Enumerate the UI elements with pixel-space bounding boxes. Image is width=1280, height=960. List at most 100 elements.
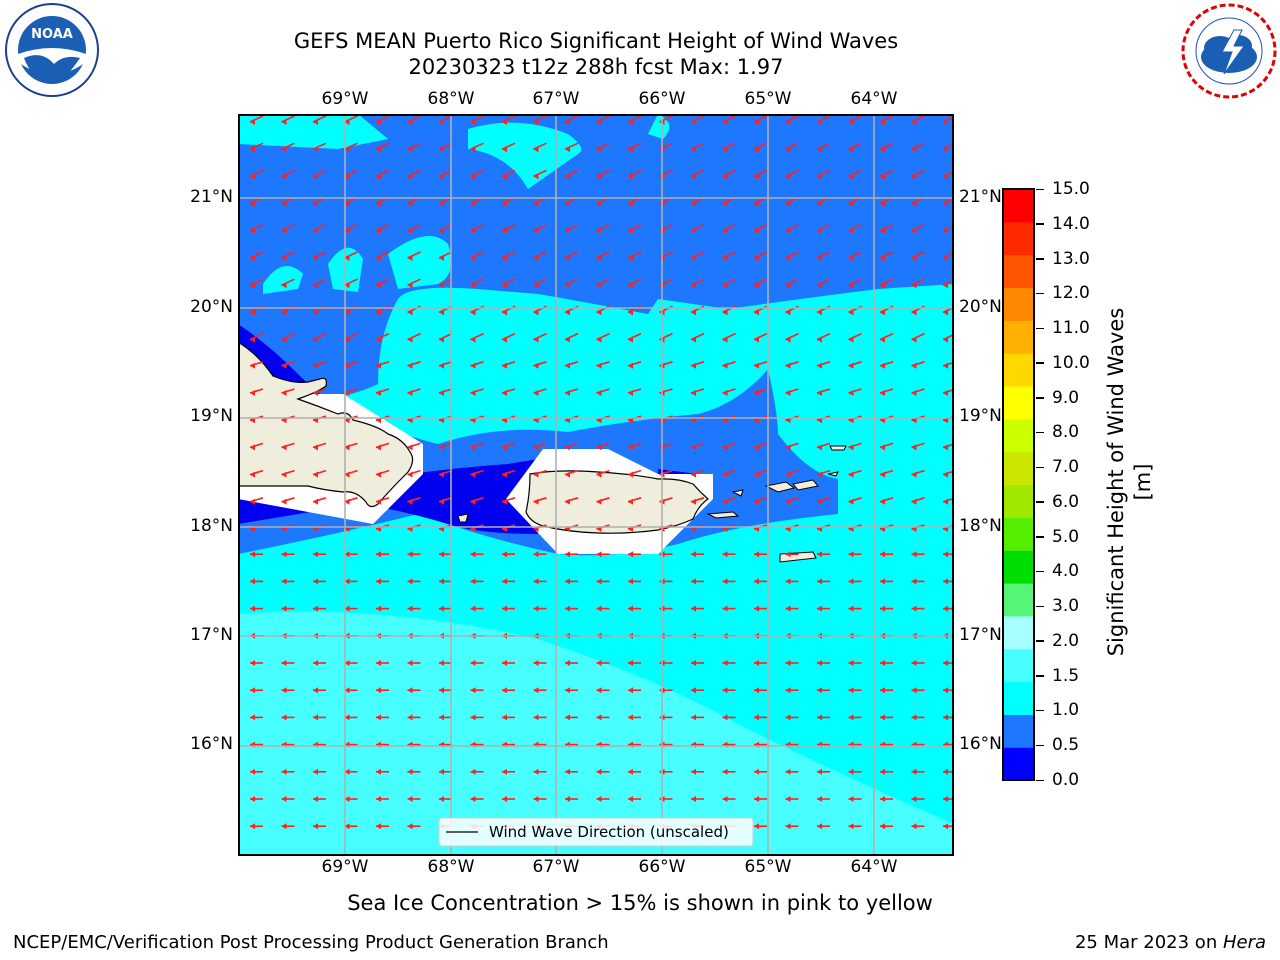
wave-direction-arrow: [785, 469, 799, 478]
wave-direction-arrow: [722, 361, 736, 369]
wave-direction-arrow: [911, 142, 925, 153]
wave-direction-arrow: [533, 714, 547, 721]
wave-direction-arrow: [564, 115, 579, 125]
wave-direction-arrow: [344, 442, 358, 451]
wave-direction-arrow: [753, 251, 768, 261]
wave-direction-arrow: [911, 660, 925, 666]
wave-direction-arrow: [313, 714, 326, 721]
wave-direction-arrow: [817, 714, 830, 721]
wave-direction-arrow: [501, 332, 516, 343]
wave-direction-arrow: [848, 251, 862, 261]
wave-direction-arrow: [911, 332, 925, 343]
wave-direction-arrow: [281, 115, 295, 125]
wave-direction-arrow: [596, 388, 610, 396]
wave-direction-arrow: [754, 823, 767, 830]
wave-direction-arrow: [690, 388, 705, 396]
land-tortola: [792, 479, 819, 491]
footer-left: NCEP/EMC/Verification Post Processing Pr…: [13, 932, 609, 953]
wave-direction-arrow: [376, 714, 389, 721]
wave-direction-arrow: [564, 278, 579, 289]
wave-direction-arrow: [816, 251, 831, 261]
wave-direction-arrow: [281, 142, 295, 153]
wave-direction-arrow: [312, 442, 327, 451]
wave-direction-arrow: [880, 578, 893, 585]
wave-direction-arrow: [501, 469, 516, 478]
wave-direction-arrow: [880, 660, 893, 666]
colorbar-tick-mark: [1036, 640, 1044, 642]
wave-direction-arrow: [722, 224, 736, 234]
colorbar-tick-mark: [1036, 292, 1044, 295]
wave-direction-arrow: [249, 278, 264, 289]
colorbar-label: Significant Height of Wind Waves [m]: [1104, 307, 1155, 657]
wave-direction-arrow: [722, 278, 736, 289]
wave-direction-arrow: [407, 278, 421, 289]
wave-direction-arrow: [628, 714, 641, 721]
colorbar-tick-mark: [1036, 709, 1044, 712]
wave-direction-arrow: [533, 251, 547, 261]
colorbar-tick-label: 14.0: [1052, 213, 1090, 234]
wave-direction-arrow: [880, 687, 893, 694]
colorbar-tick-label: 4.0: [1052, 561, 1080, 582]
lon-label-top-66w: 66°W: [638, 89, 686, 109]
wave-direction-arrow: [816, 388, 831, 396]
wave-direction-arrow: [470, 142, 484, 153]
wave-direction-arrow: [754, 660, 767, 666]
wave-direction-arrow: [501, 388, 516, 396]
wave-direction-arrow: [502, 768, 515, 775]
lat-label-left-21n: 21°N: [190, 187, 233, 207]
wave-direction-arrow: [470, 605, 484, 612]
wave-direction-arrow: [375, 224, 390, 234]
wave-direction-arrow: [785, 768, 799, 775]
wave-direction-arrow: [376, 768, 389, 775]
wave-direction-arrow: [754, 714, 767, 721]
wave-direction-arrow: [438, 169, 453, 180]
wave-direction-arrow: [785, 714, 799, 721]
wave-direction-arrow: [375, 442, 390, 451]
wave-direction-arrow: [753, 115, 768, 125]
chart-title: GEFS MEAN Puerto Rico Significant Height…: [293, 29, 899, 53]
wave-direction-arrow: [627, 115, 642, 125]
wave-direction-arrow: [250, 551, 263, 558]
wave-direction-arrow: [817, 768, 830, 775]
wave-direction-arrow: [376, 796, 389, 802]
wave-direction-arrow: [470, 278, 484, 289]
wave-direction-arrow: [502, 660, 515, 666]
wave-direction-arrow: [250, 714, 263, 721]
wave-direction-arrow: [848, 660, 862, 666]
wave-direction-arrow: [312, 278, 327, 289]
wave-direction-arrow: [722, 332, 736, 343]
wave-direction-arrow: [596, 332, 610, 343]
wave-direction-arrow: [281, 714, 295, 721]
footer-right: 25 Mar 2023 on Hera: [1075, 932, 1266, 953]
wave-direction-arrow: [533, 578, 547, 585]
wave-direction-arrow: [816, 361, 831, 369]
wave-direction-arrow: [407, 361, 421, 369]
wave-direction-arrow: [817, 605, 830, 612]
wave-direction-arrow: [596, 469, 610, 478]
map-legend: Wind Wave Direction (unscaled): [438, 817, 754, 847]
wave-direction-arrow: [690, 115, 705, 125]
wave-direction-arrow: [313, 660, 326, 666]
wave-direction-arrow: [627, 278, 642, 289]
wave-direction-arrow: [439, 551, 452, 558]
wave-direction-arrow: [565, 551, 578, 558]
wave-direction-arrow: [533, 687, 547, 694]
wave-direction-arrow: [848, 796, 862, 802]
wave-direction-arrow: [438, 278, 453, 289]
wave-direction-arrow: [281, 442, 295, 451]
lat-label-left-16n: 16°N: [190, 734, 233, 754]
wave-direction-arrow: [249, 442, 264, 451]
wave-direction-arrow: [596, 605, 610, 612]
wave-direction-arrow: [627, 497, 642, 505]
wave-direction-arrow: [848, 115, 862, 125]
wave-direction-arrow: [564, 169, 579, 180]
wave-direction-arrow: [596, 497, 610, 505]
wave-direction-arrow: [313, 551, 326, 558]
wave-direction-arrow: [502, 714, 515, 721]
wave-field-1-5-2: [238, 611, 954, 854]
wave-direction-arrow: [501, 115, 516, 125]
wave-direction-arrow: [439, 796, 452, 802]
wave-direction-arrow: [438, 497, 453, 505]
wave-direction-arrow: [502, 578, 515, 585]
wave-direction-arrow: [376, 660, 389, 666]
